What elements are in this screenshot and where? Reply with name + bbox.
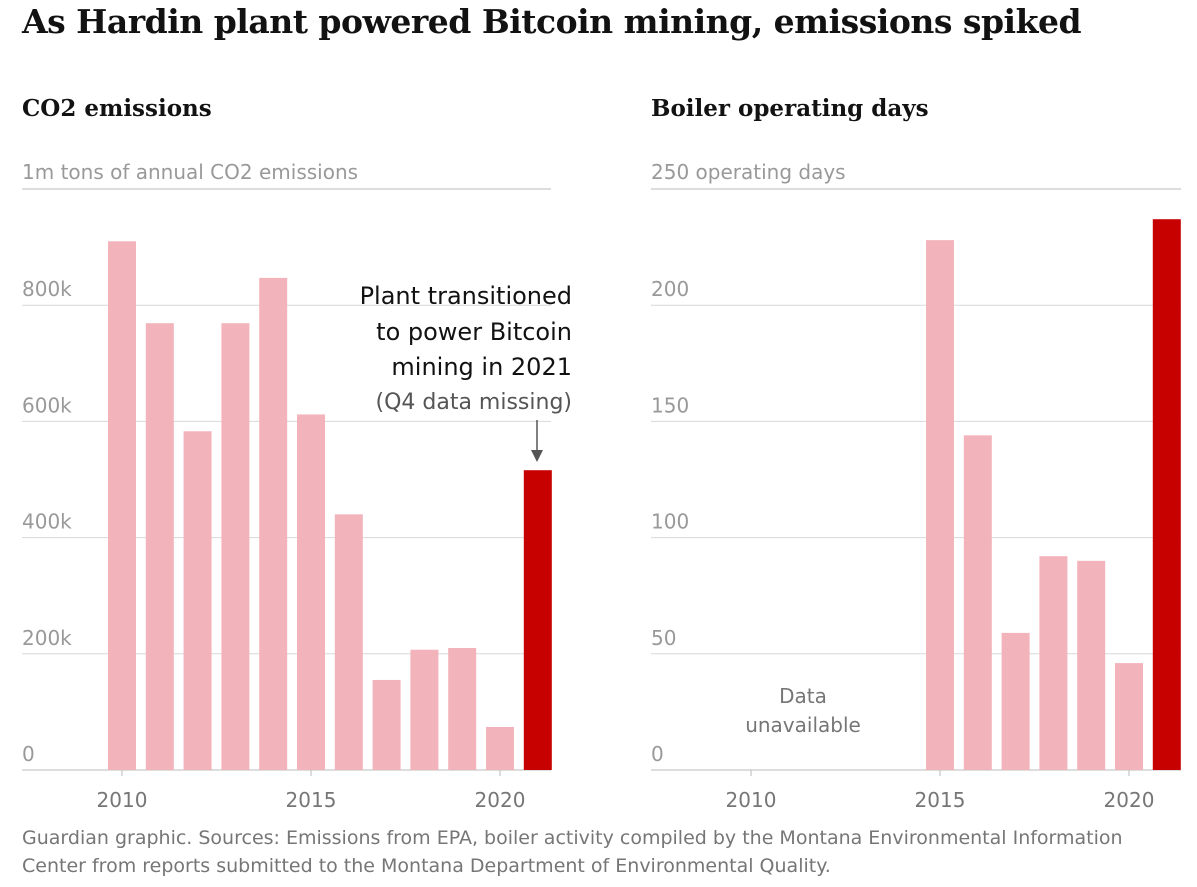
x-tick-label: 2010 [97, 788, 148, 812]
bar-2016 [963, 435, 992, 770]
x-tick-label: 2020 [475, 788, 526, 812]
y-tick-label: 800k [22, 277, 72, 301]
y-tick-label: 50 [651, 626, 676, 650]
bar-2012 [183, 431, 212, 770]
y-tick-label: 400k [22, 510, 72, 534]
right-chart-title: Boiler operating days [651, 95, 929, 122]
y-tick-label: 100 [651, 510, 689, 534]
y-tick-label: 0 [651, 742, 664, 766]
y-tick-label: 600k [22, 393, 72, 417]
bar-2017 [1001, 632, 1030, 770]
bar-2021 [523, 470, 552, 770]
left-chart-title: CO2 emissions [22, 95, 212, 122]
y-tick-label: 200k [22, 626, 72, 650]
bar-2013 [221, 323, 250, 770]
bar-2016 [334, 514, 363, 770]
x-tick-label: 2010 [726, 788, 777, 812]
data-unavailable-note: unavailable [745, 713, 861, 737]
bar-2020 [486, 727, 514, 770]
bar-2011 [145, 323, 174, 770]
bar-2019 [448, 647, 477, 770]
x-tick-label: 2015 [915, 788, 966, 812]
bar-2019 [1077, 560, 1106, 770]
bar-2014 [259, 277, 288, 770]
bar-2018 [1039, 556, 1068, 770]
bar-2010 [108, 241, 136, 771]
bar-2015 [297, 414, 325, 770]
x-tick-label: 2015 [286, 788, 337, 812]
bar-2015 [926, 240, 954, 771]
figure-title: As Hardin plant powered Bitcoin mining, … [22, 2, 1082, 41]
data-unavailable-note: Data [779, 684, 827, 708]
bar-2017 [372, 679, 401, 770]
y-tick-label: 0 [22, 742, 35, 766]
y-tick-label: 150 [651, 393, 689, 417]
annotation-line: mining in 2021 [391, 353, 572, 381]
x-tick-label: 2020 [1104, 788, 1155, 812]
annotation-line: to power Bitcoin [376, 318, 572, 346]
annotation-line: Plant transitioned [360, 282, 572, 310]
bar-2018 [410, 649, 439, 770]
annotation-line: (Q4 data missing) [375, 390, 572, 415]
bar-2020 [1115, 663, 1143, 770]
annotation-arrow-head [531, 450, 543, 462]
y-axis-label: 250 operating days [651, 160, 846, 184]
y-axis-label: 1m tons of annual CO2 emissions [22, 160, 358, 184]
y-tick-label: 200 [651, 277, 689, 301]
bar-2021 [1152, 219, 1181, 770]
source-note: Guardian graphic. Sources: Emissions fro… [22, 827, 1123, 877]
